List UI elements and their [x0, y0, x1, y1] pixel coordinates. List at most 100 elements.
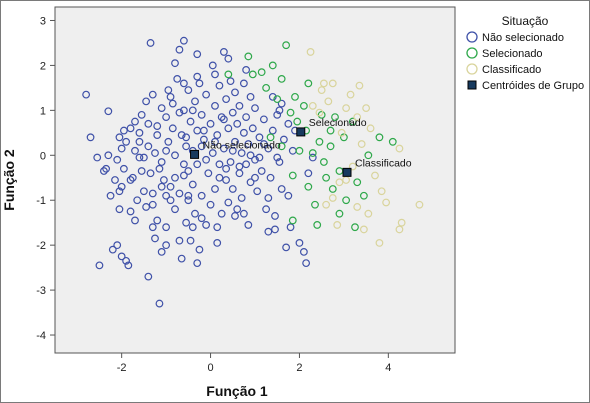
point-classificado [377, 187, 386, 196]
point-selecionado [266, 133, 275, 142]
point-nao-selecionado [284, 191, 293, 200]
y-tick-label: -1 [36, 195, 46, 207]
legend-marker-square [467, 80, 477, 90]
point-classificado [322, 200, 331, 209]
y-axis: 3 2 1 0 -1 -2 -3 -4 [36, 15, 55, 342]
point-nao-selecionado [271, 212, 279, 220]
point-nao-selecionado [211, 137, 219, 146]
point-nao-selecionado [233, 205, 242, 214]
point-nao-selecionado [191, 97, 199, 106]
point-nao-selecionado [273, 110, 282, 119]
y-tick-label: 0 [40, 150, 46, 162]
point-selecionado [326, 126, 335, 135]
point-nao-selecionado [157, 247, 166, 256]
point-nao-selecionado [139, 153, 148, 162]
point-nao-selecionado [244, 221, 253, 229]
point-nao-selecionado [113, 155, 122, 164]
point-nao-selecionado [117, 144, 126, 153]
point-nao-selecionado [231, 88, 239, 97]
point-selecionado [348, 117, 357, 126]
point-nao-selecionado [146, 39, 155, 47]
point-nao-selecionado [228, 108, 237, 117]
point-selecionado [331, 113, 339, 121]
point-selecionado [291, 92, 299, 101]
centroid-markers: Não selecionado Selecionado Classificado [190, 117, 412, 177]
point-nao-selecionado [197, 142, 206, 151]
point-nao-selecionado [99, 167, 108, 175]
point-nao-selecionado [244, 140, 253, 148]
legend-label: Selecionado [482, 48, 543, 60]
point-nao-selecionado [228, 185, 237, 193]
point-nao-selecionado [188, 106, 197, 115]
point-nao-selecionado [257, 167, 266, 175]
point-nao-selecionado [248, 124, 257, 133]
point-selecionado [308, 149, 317, 157]
point-classificado [359, 225, 368, 234]
point-nao-selecionado [242, 66, 251, 74]
point-nao-selecionado [213, 223, 222, 232]
point-classificado [328, 194, 337, 202]
point-nao-selecionado [151, 149, 159, 157]
point-nao-selecionado [186, 117, 195, 126]
point-nao-selecionado [177, 131, 186, 139]
point-nao-selecionado [302, 259, 311, 268]
point-selecionado [273, 95, 282, 104]
point-nao-selecionado [175, 45, 184, 54]
point-nao-selecionado [184, 196, 193, 205]
point-nao-selecionado [131, 216, 139, 225]
point-nao-selecionado [222, 176, 231, 184]
point-nao-selecionado [226, 77, 235, 86]
centroid-label: Selecionado [309, 117, 367, 129]
point-nao-selecionado [237, 149, 246, 157]
point-nao-selecionado [295, 239, 304, 247]
point-classificado [415, 200, 424, 209]
point-nao-selecionado [122, 256, 131, 265]
point-nao-selecionado [222, 95, 231, 104]
point-nao-selecionado [217, 209, 226, 218]
point-nao-selecionado [211, 185, 219, 193]
point-selecionado [322, 173, 331, 182]
legend-marker-circle [466, 47, 478, 59]
point-nao-selecionado [231, 212, 239, 220]
legend: Situação Não selecionado Selecionado Class… [466, 14, 584, 92]
point-nao-selecionado [242, 113, 251, 121]
point-nao-selecionado [224, 198, 233, 207]
point-nao-selecionado [204, 169, 213, 178]
point-selecionado [286, 108, 295, 117]
point-nao-selecionado [219, 144, 228, 153]
point-nao-selecionado [182, 142, 191, 151]
point-nao-selecionado [144, 119, 153, 128]
point-nao-selecionado [239, 209, 248, 218]
point-nao-selecionado [182, 218, 191, 227]
centroid-marker [190, 149, 200, 159]
point-nao-selecionado [166, 182, 175, 191]
point-nao-selecionado [104, 107, 113, 116]
y-tick-label: -3 [36, 285, 46, 297]
point-nao-selecionado [182, 133, 191, 142]
point-selecionado [268, 61, 277, 70]
x-axis-title: Função 1 [206, 383, 268, 399]
point-nao-selecionado [246, 92, 255, 101]
point-nao-selecionado [126, 176, 135, 184]
x-tick-label: 2 [296, 362, 302, 374]
point-nao-selecionado [108, 245, 117, 254]
point-nao-selecionado [144, 142, 153, 151]
point-nao-selecionado [226, 158, 235, 166]
point-classificado [348, 162, 357, 171]
point-nao-selecionado [142, 97, 151, 106]
point-nao-selecionado [284, 119, 293, 128]
point-nao-selecionado [215, 173, 224, 182]
point-nao-selecionado [142, 203, 151, 211]
point-selecionado [315, 137, 324, 146]
point-nao-selecionado [157, 182, 166, 191]
point-selecionado [353, 178, 362, 187]
point-nao-selecionado [111, 176, 119, 184]
point-selecionado [304, 182, 313, 191]
legend-label: Não selecionado [482, 32, 564, 44]
point-nao-selecionado [135, 137, 144, 146]
point-nao-selecionado [131, 117, 139, 126]
point-nao-selecionado [148, 90, 157, 99]
point-nao-selecionado [179, 160, 188, 169]
point-nao-selecionado [208, 61, 217, 70]
